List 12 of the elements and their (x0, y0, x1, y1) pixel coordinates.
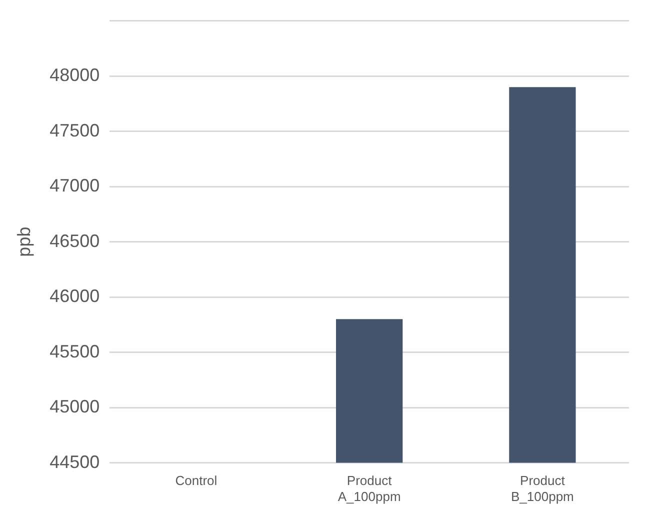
y-tick-label: 46000 (50, 286, 100, 306)
y-tick-label: 47000 (50, 176, 100, 196)
y-tick-label: 45000 (50, 396, 100, 417)
x-tick-label: Control (175, 473, 218, 488)
y-tick-label: 48000 (50, 65, 100, 86)
x-tick-label: Product A_100ppm (338, 473, 401, 504)
y-tick-label: 45500 (50, 341, 100, 362)
y-tick-label: 44500 (50, 452, 100, 472)
y-tick-label: 46500 (50, 230, 100, 251)
x-tick-label: Product B_100ppm (510, 473, 574, 504)
y-axis-title: ppb (14, 226, 34, 257)
y-tick-label: 47500 (50, 120, 100, 140)
